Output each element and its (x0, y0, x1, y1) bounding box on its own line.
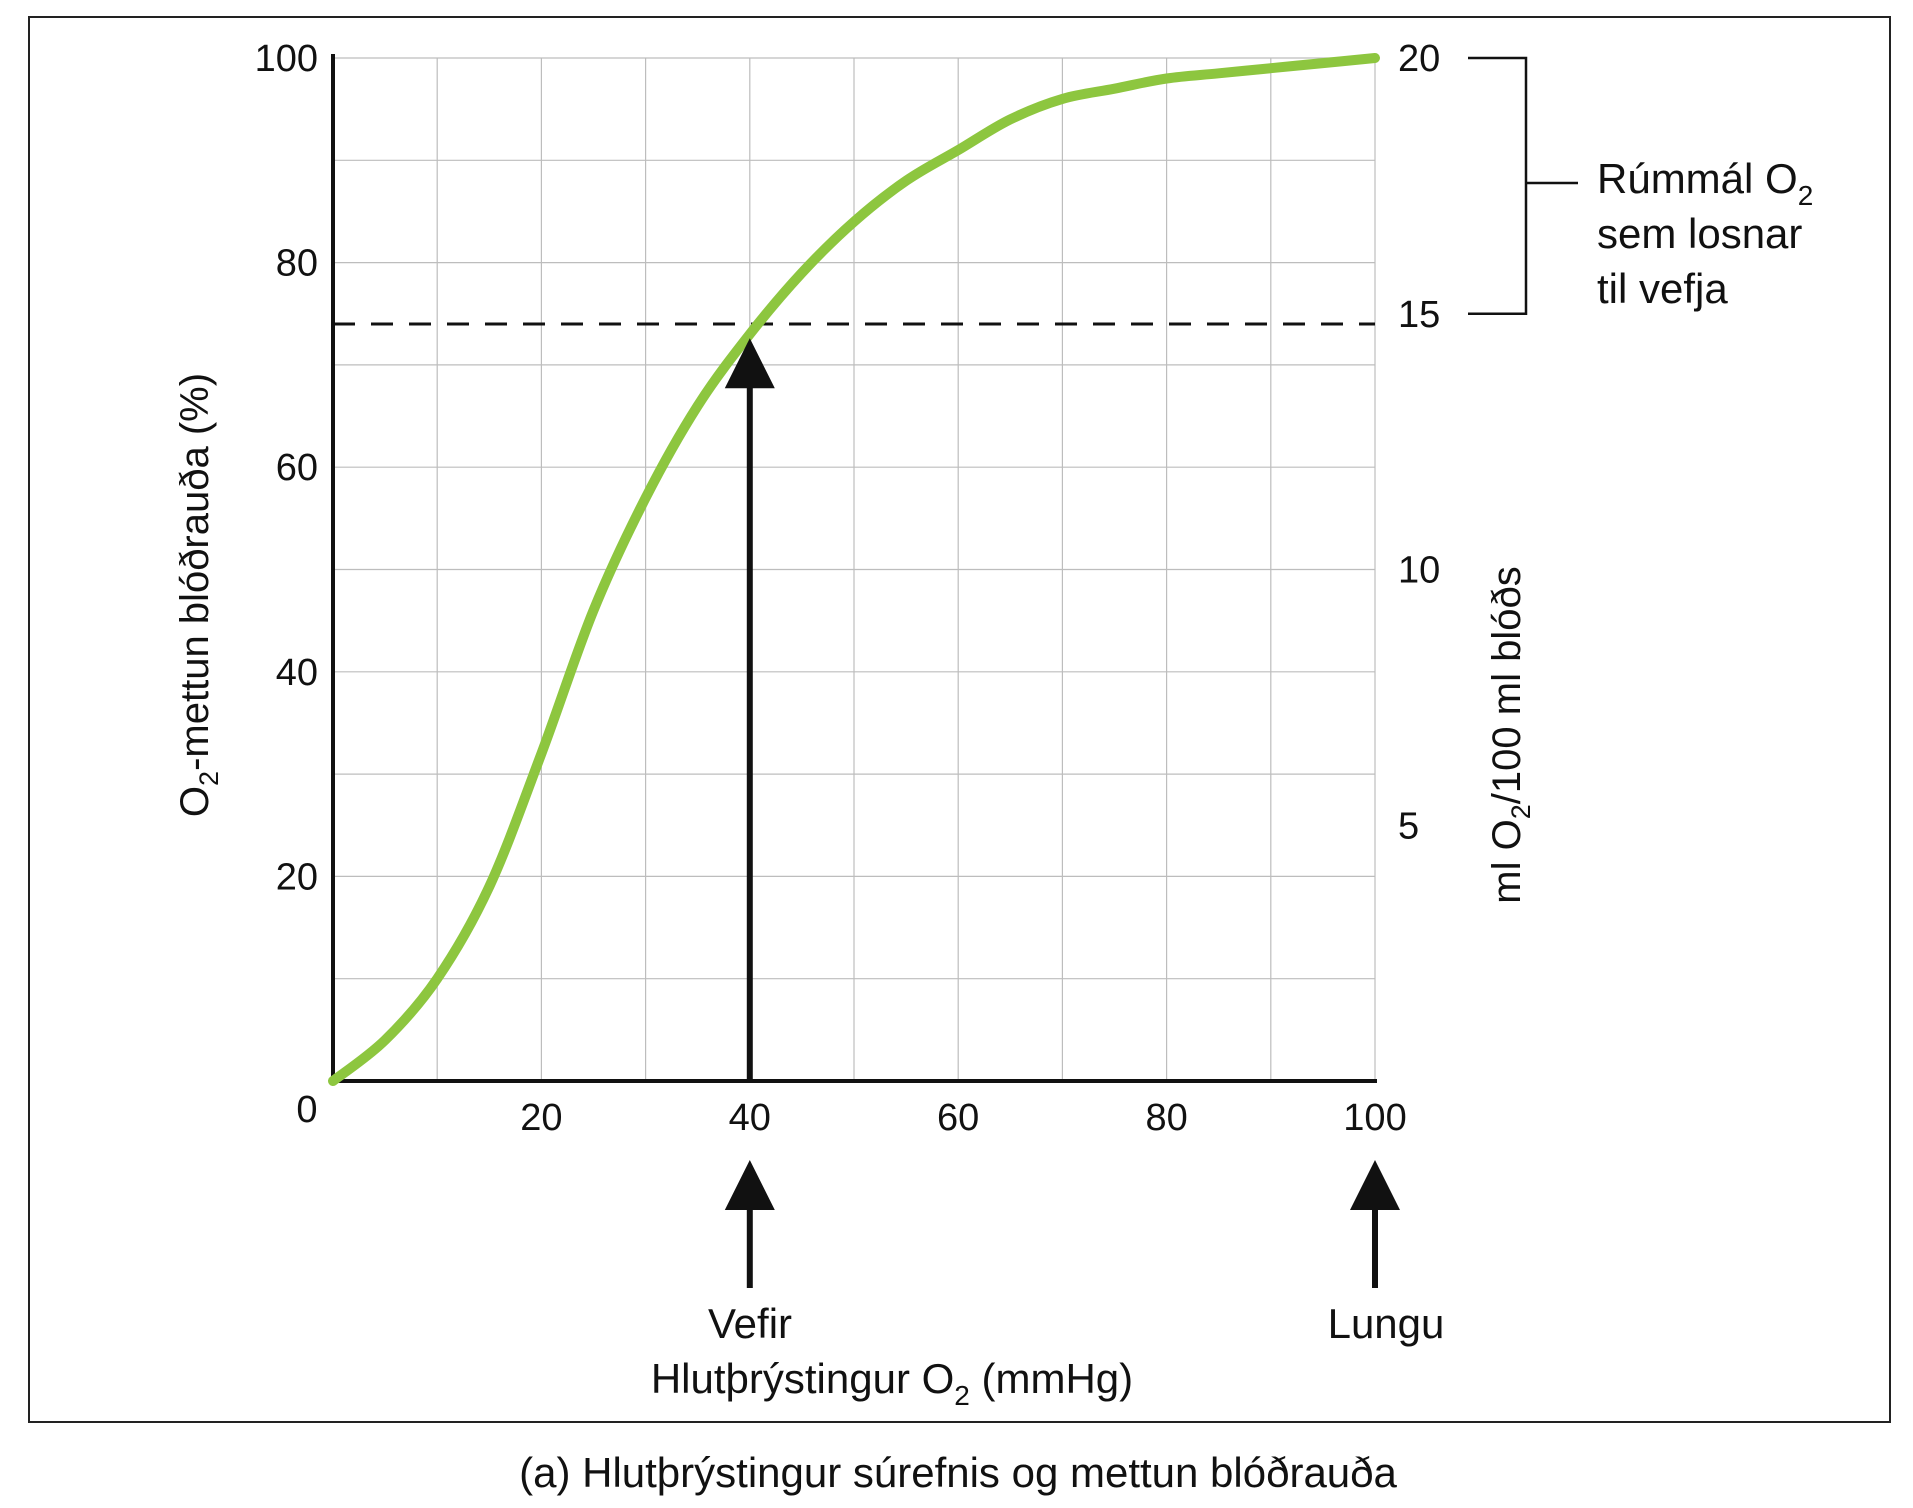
vefir-arrow (724, 1160, 775, 1288)
y-tick-label: 80 (276, 243, 318, 285)
y2-tick-label: 20 (1398, 38, 1440, 80)
bracket-label-line2: sem losnar (1597, 210, 1802, 257)
y2-tick-label: 5 (1398, 805, 1419, 847)
x-tick-label: 20 (520, 1097, 562, 1139)
y-axis-label: O2-mettun blóðrauða (%) (173, 373, 224, 817)
lungu-label: Lungu (1328, 1300, 1445, 1347)
x-tick-label: 80 (1145, 1097, 1187, 1139)
x-tick-label: 60 (937, 1097, 979, 1139)
saturation-curve (328, 53, 1380, 1086)
volume-bracket (1468, 56, 1578, 315)
x-tick-label: 40 (729, 1097, 771, 1139)
bracket-label-line1: Rúmmál O2 (1597, 155, 1813, 211)
tick-labels: 0 20 40 60 80 100 20 40 60 80 100 5 10 15 20 (255, 38, 1441, 1139)
arrow-head (724, 1160, 775, 1210)
arrow-head (1350, 1160, 1400, 1210)
origin-label: 0 (296, 1089, 317, 1131)
figure-frame (28, 16, 1891, 1423)
y-tick-label: 60 (276, 447, 318, 489)
bracket-label-line3: til vefja (1597, 265, 1728, 312)
bracket-line (1468, 56, 1528, 315)
y-tick-label: 40 (276, 652, 318, 694)
y2-axis-label: ml O2/100 ml blóðs (1485, 566, 1536, 903)
vefir-label: Vefir (708, 1300, 792, 1347)
y2-tick-label: 10 (1398, 550, 1440, 592)
arrow-head (724, 338, 775, 389)
y-tick-label: 20 (276, 856, 318, 898)
lungu-arrow (1350, 1160, 1400, 1288)
arrows (724, 338, 1400, 1288)
y2-tick-label: 15 (1398, 294, 1440, 336)
y-tick-label: 100 (255, 38, 318, 80)
axes (331, 54, 1377, 1083)
x-tick-label: 100 (1343, 1097, 1406, 1139)
x-axis-label: Hlutþrýstingur O2 (mmHg) (651, 1355, 1133, 1411)
vefir-curve-arrow (724, 338, 775, 1081)
grid (333, 57, 1376, 1081)
figure-caption: (a) Hlutþrýstingur súrefnis og mettun bl… (519, 1449, 1397, 1496)
